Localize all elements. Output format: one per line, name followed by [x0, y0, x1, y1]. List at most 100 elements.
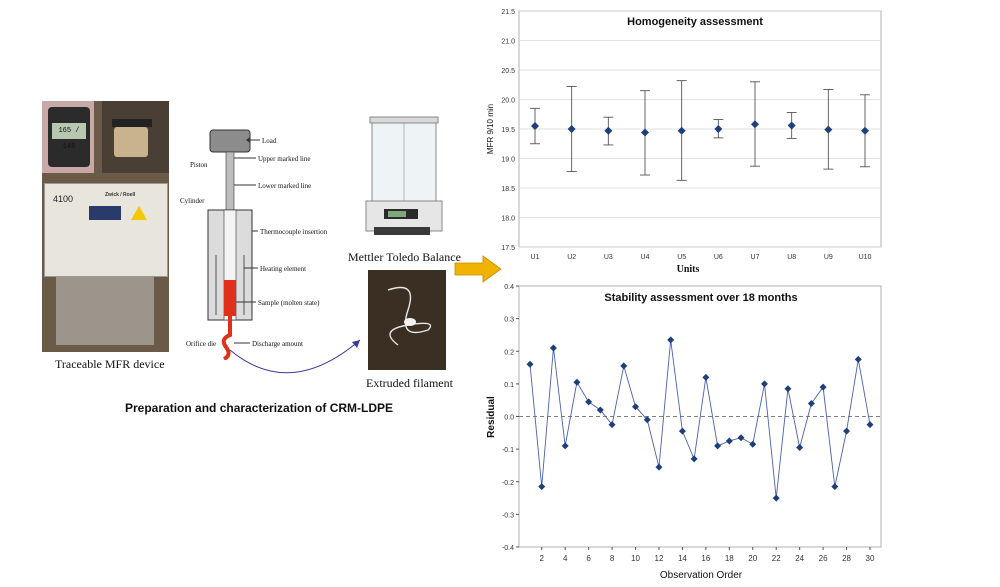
y-tick-label: 18.5: [501, 186, 515, 193]
homogeneity-xlabel: Units: [677, 264, 700, 275]
residual-point: [620, 362, 628, 370]
label-thermocouple: Thermocouple insertion: [260, 228, 328, 236]
residual-point: [655, 463, 663, 471]
x-tick-label: 14: [678, 554, 687, 563]
mfr-device-label: Traceable MFR device: [55, 357, 165, 371]
mean-point: [861, 126, 869, 135]
x-tick-label: 2: [539, 554, 544, 563]
x-tick-label: 26: [819, 554, 828, 563]
x-tick-label: 28: [842, 554, 851, 563]
residual-point: [725, 437, 733, 445]
label-upper-line: Upper marked line: [258, 155, 310, 163]
y-tick-label: 19.5: [501, 127, 515, 134]
y-tick-label: 19.0: [501, 157, 515, 164]
residual-point: [561, 442, 569, 450]
residual-point: [549, 344, 557, 352]
residual-point: [796, 443, 804, 451]
residual-point: [643, 416, 651, 424]
mfr-device-photo: 165 / 148 4100 Zwick / Roell: [42, 101, 169, 352]
residual-point: [831, 483, 839, 491]
residual-point: [784, 385, 792, 393]
x-tick-label: U2: [567, 254, 576, 261]
x-tick-label: 12: [655, 554, 664, 563]
residual-point: [678, 427, 686, 435]
residual-point: [749, 440, 757, 448]
y-tick-label: 20.5: [501, 68, 515, 75]
filament-photo: [368, 270, 446, 370]
balance-label: Mettler Toledo Balance: [348, 250, 461, 264]
x-tick-label: U10: [859, 254, 872, 261]
brand-label: Zwick / Roell: [105, 192, 136, 198]
stability-ylabel: Residual: [486, 396, 497, 438]
stability-xlabel: Observation Order: [660, 570, 743, 581]
label-orifice: Orifice die: [186, 340, 216, 348]
label-cylinder: Cylinder: [180, 197, 205, 205]
device-stand: [56, 277, 154, 345]
timer-display: 165 / 148: [52, 123, 86, 151]
mean-point: [604, 126, 613, 135]
y-tick-label: 0.2: [504, 349, 514, 356]
stability-chart: -0.4 -0.3 -0.2 -0.1 0.0 0.1 0.2 0.3 0.4 2 4 6 8 10 12…: [483, 282, 883, 582]
y-tick-label: -0.3: [502, 512, 514, 519]
x-tick-label: 18: [725, 554, 734, 563]
mean-point: [677, 126, 686, 135]
x-tick-label: U7: [751, 254, 760, 261]
flow-arrow: [454, 255, 502, 283]
y-tick-label: 18.0: [501, 216, 515, 223]
label-lower-line: Lower marked line: [258, 182, 311, 190]
mean-point: [531, 122, 539, 131]
label-piston: Piston: [190, 161, 208, 169]
y-tick-label: 21.0: [501, 39, 515, 46]
residual-point: [573, 378, 581, 386]
y-tick-label: 0.1: [504, 382, 514, 389]
main-caption: Preparation and characterization of CRM-…: [125, 401, 394, 415]
y-tick-label: 17.5: [501, 245, 515, 252]
homogeneity-ylabel: MFR 9/10 min: [486, 104, 495, 154]
residual-point: [526, 360, 534, 368]
connector-arrow: [229, 339, 361, 374]
y-tick-label: -0.1: [502, 447, 514, 454]
y-tick-label: 21.5: [501, 9, 515, 16]
x-tick-label: U6: [714, 254, 723, 261]
x-tick-label: 10: [631, 554, 640, 563]
mean-point: [567, 125, 576, 133]
mean-point: [641, 128, 649, 137]
x-tick-label: U8: [787, 254, 796, 261]
label-load: Load: [262, 137, 277, 145]
homogeneity-title: Homogeneity assessment: [627, 16, 763, 28]
molten-sample: [224, 280, 236, 316]
mfr-schematic: Load Upper marked line Piston Lower mark…: [180, 129, 328, 360]
load-weight: [209, 129, 251, 153]
balance-image: [365, 116, 443, 235]
homogeneity-chart: 17.5 18.0 18.5 19.0 19.5 20.0 20.5 21.0 21.5 U1 U…: [483, 5, 883, 280]
x-tick-label: U5: [677, 254, 686, 261]
residual-point: [632, 403, 640, 411]
residual-point: [819, 383, 827, 391]
residual-point: [608, 421, 616, 429]
x-tick-label: U1: [531, 254, 540, 261]
mean-point: [751, 120, 759, 129]
y-tick-label: 0.0: [504, 415, 514, 422]
label-discharge: Discharge amount: [252, 340, 303, 348]
residual-point: [772, 494, 780, 502]
x-tick-label: U3: [604, 254, 613, 261]
timer-panel: 165 / 148: [42, 101, 94, 173]
residual-point: [702, 373, 710, 381]
warning-icon: [131, 206, 147, 220]
x-tick-label: 20: [748, 554, 757, 563]
y-tick-label: 20.0: [501, 98, 515, 105]
x-tick-label: U9: [824, 254, 833, 261]
residual-point: [807, 399, 815, 407]
x-tick-label: 16: [701, 554, 710, 563]
device-control-panel: [89, 206, 121, 220]
residual-point: [866, 421, 874, 429]
residual-point: [585, 398, 593, 406]
residual-point: [843, 427, 851, 435]
label-heating: Heating element: [260, 265, 306, 273]
mean-point: [714, 125, 723, 133]
residual-point: [538, 483, 546, 491]
device-model-label: 4100: [53, 194, 74, 204]
y-tick-label: -0.4: [502, 545, 514, 552]
mean-point: [824, 125, 833, 134]
x-tick-label: U4: [641, 254, 650, 261]
